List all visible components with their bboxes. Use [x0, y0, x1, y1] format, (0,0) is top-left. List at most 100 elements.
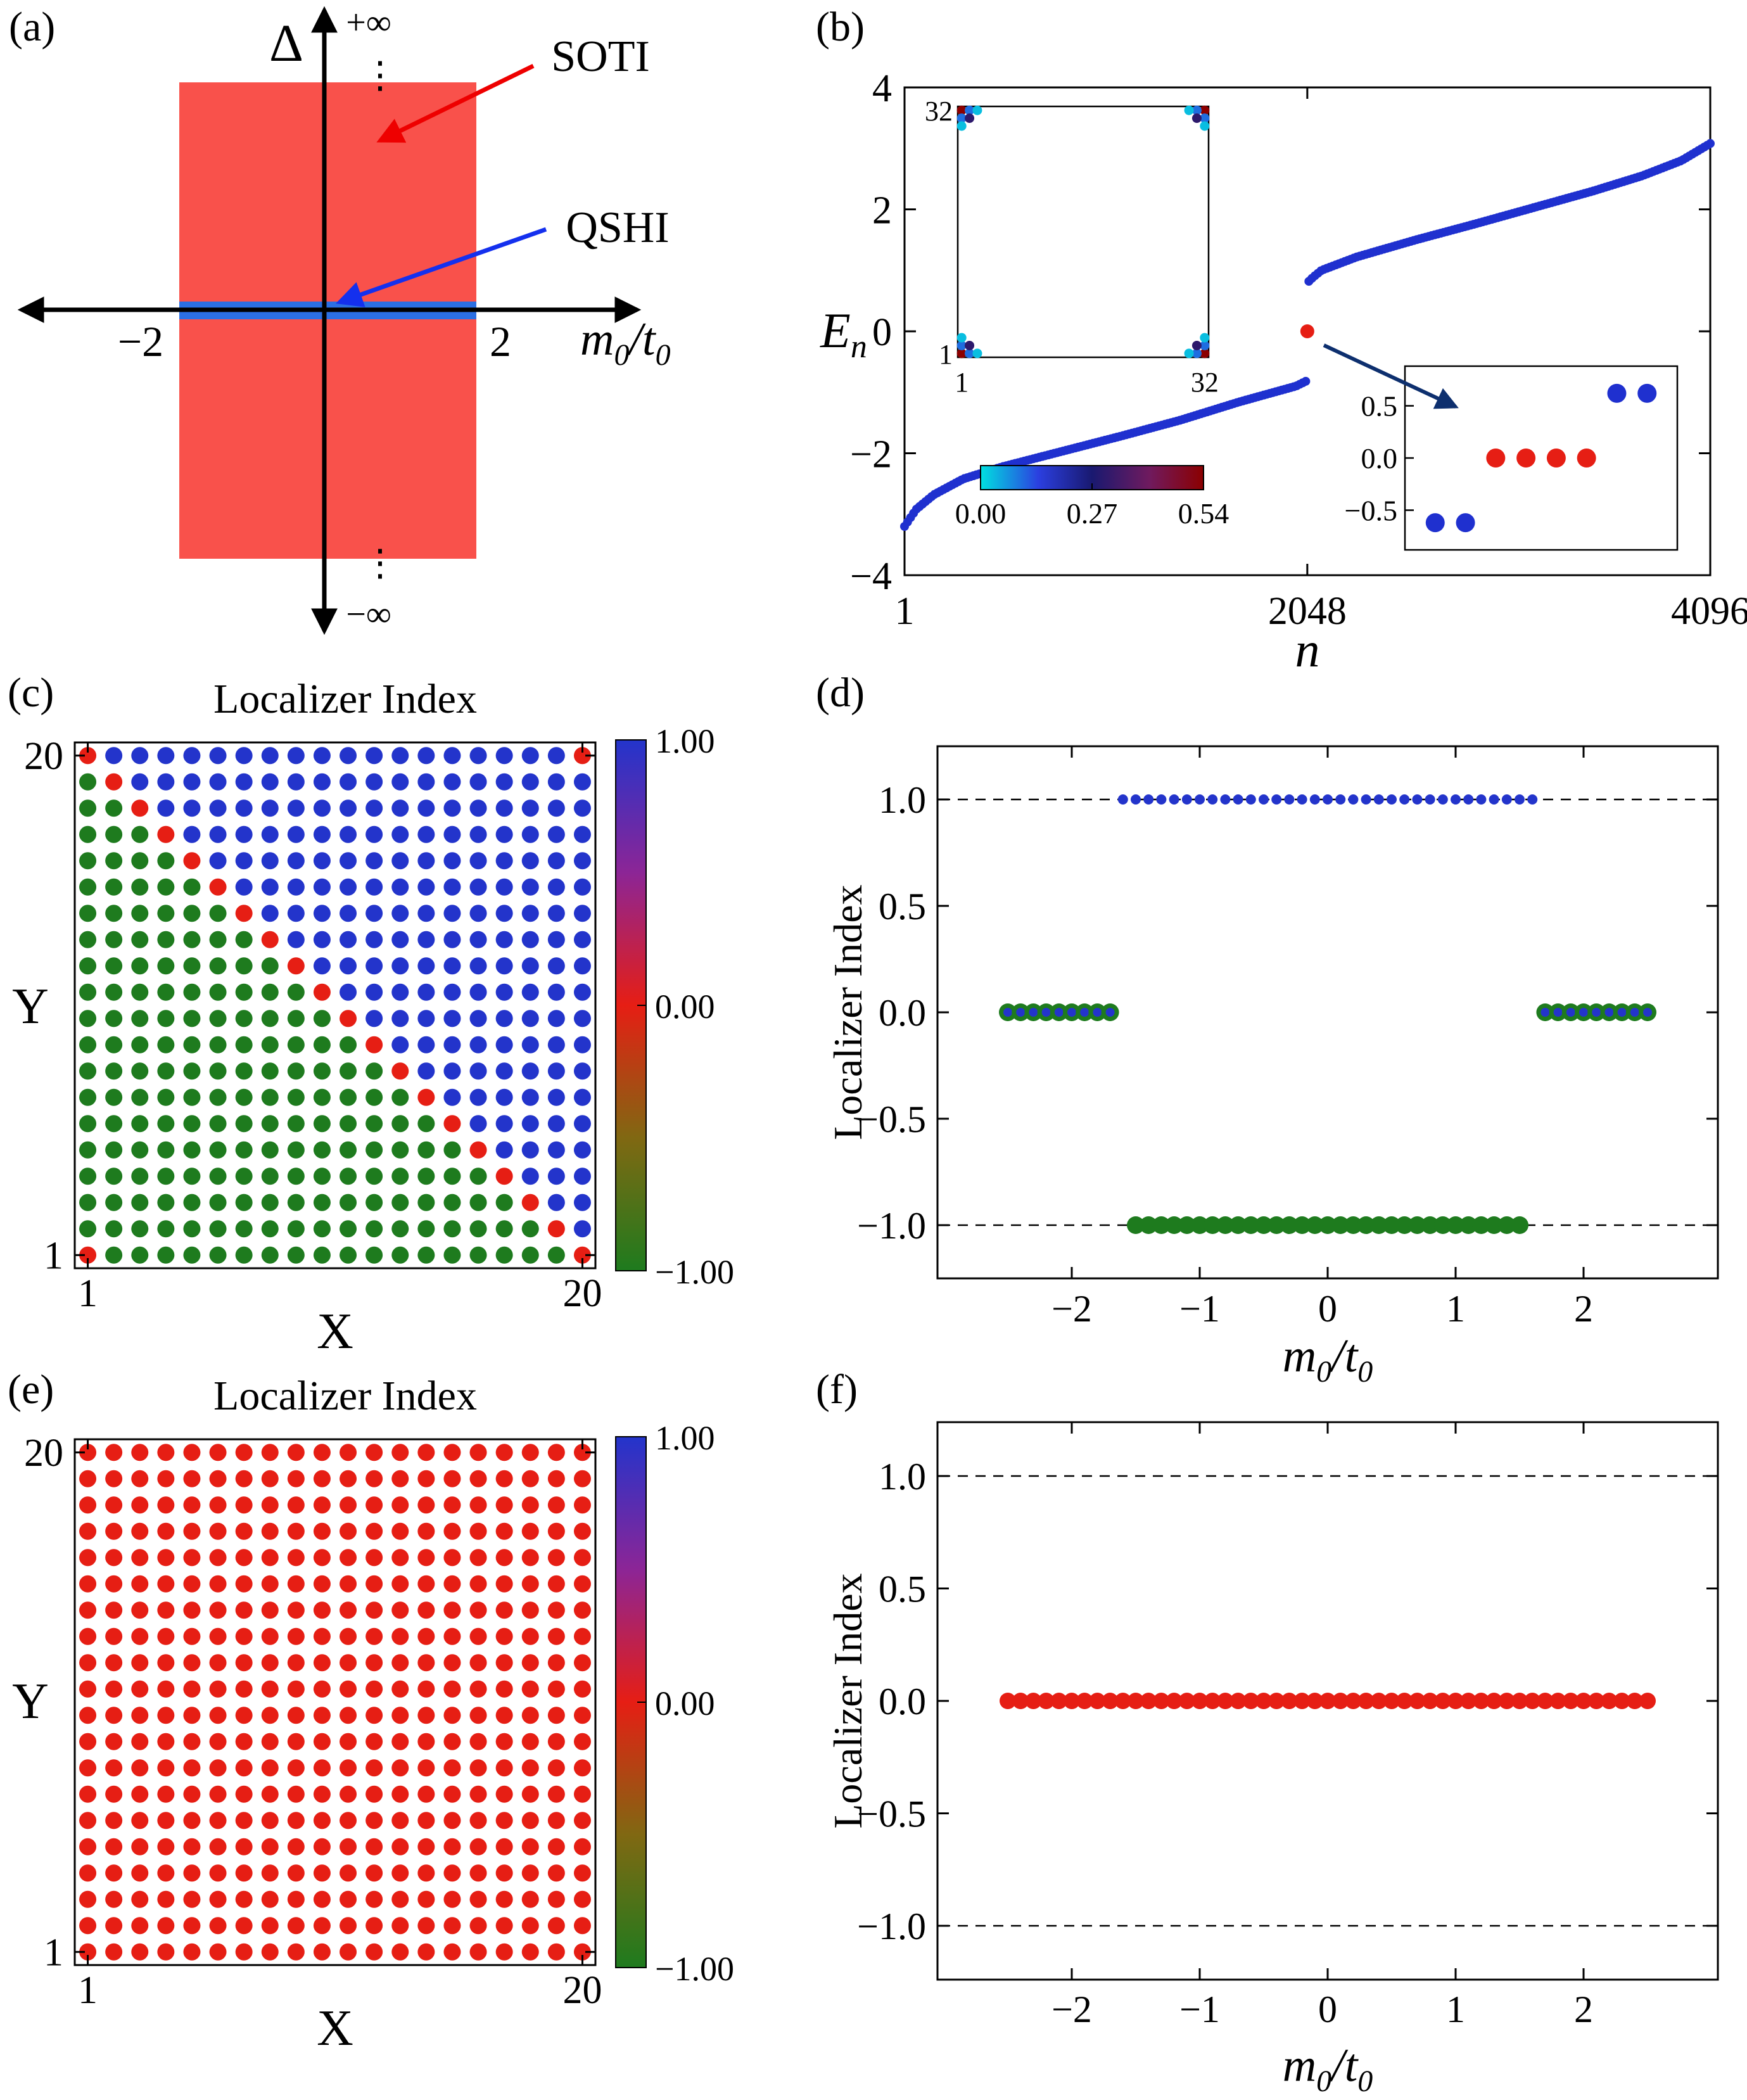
localizer-grid-e-dot: [209, 1943, 227, 1961]
lattice-corner-site: [1200, 348, 1210, 359]
localizer-grid-c-dot: [469, 1115, 487, 1133]
localizer-grid-c-dot: [183, 1193, 201, 1211]
localizer-grid-c-dot: [209, 957, 227, 975]
localizer-grid-e-dot: [157, 1864, 175, 1882]
localizer-grid-c-dot: [495, 1036, 513, 1053]
localizer-grid-e-dot: [131, 1601, 149, 1619]
localizer-grid-e-dot: [183, 1470, 201, 1487]
localizer-grid-e-dot: [79, 1785, 97, 1803]
a-xaxis-label-m0t0: m0/t0: [580, 314, 671, 372]
localizer-grid-e-dot: [547, 1864, 565, 1882]
localizer-index-f-point: [1153, 1693, 1170, 1709]
localizer-index-d-point-inner: [1029, 1008, 1038, 1017]
localizer-grid-e-dot: [79, 1812, 97, 1830]
localizer-grid-e-dot: [340, 1733, 357, 1750]
localizer-grid-c-dot: [417, 1062, 435, 1080]
localizer-grid-e-dot: [313, 1733, 331, 1750]
localizer-grid-c-dot: [183, 773, 201, 791]
localizer-grid-e-dot: [157, 1812, 175, 1830]
localizer-grid-e-dot: [157, 1890, 175, 1908]
localizer-grid-c-dot: [313, 1036, 331, 1053]
plus-infinity-label: +∞: [346, 3, 391, 42]
localizer-grid-e-dot: [157, 1785, 175, 1803]
localizer-grid-e-dot: [313, 1522, 331, 1540]
localizer-grid-e-dot: [547, 1707, 565, 1724]
localizer-grid-c-xtick-label: 1: [78, 1272, 98, 1315]
localizer-index-f-ytick-label: 1.0: [879, 1456, 926, 1498]
localizer-grid-e-dot: [157, 1838, 175, 1855]
localizer-grid-c-dot: [365, 931, 383, 948]
localizer-grid-e-dot: [131, 1575, 149, 1593]
localizer-grid-e-dot: [443, 1470, 461, 1487]
localizer-grid-e-dot: [79, 1864, 97, 1882]
lattice-corner-site: [956, 113, 967, 124]
localizer-index-f-xtick-label: 2: [1574, 1989, 1593, 2030]
localizer-grid-c-dot: [235, 1220, 253, 1238]
localizer-index-f-point: [1166, 1693, 1183, 1709]
localizer-grid-c-dot: [340, 773, 357, 791]
localizer-grid-c-dot: [79, 905, 97, 922]
localizer-grid-e-dot: [469, 1575, 487, 1593]
localizer-index-f-point: [1012, 1693, 1029, 1709]
localizer-grid-e-dot: [157, 1654, 175, 1672]
localizer-index-d-point: [1165, 1216, 1183, 1234]
localizer-grid-c-dot: [365, 1193, 383, 1211]
localizer-grid-e-dot: [209, 1575, 227, 1593]
localizer-grid-e-dot: [287, 1601, 305, 1619]
b-inset-lattice: 32 11 32 0.00 0.27 0.54: [925, 96, 1229, 530]
localizer-grid-e-dot: [547, 1444, 565, 1461]
localizer-index-d-point: [1425, 794, 1435, 805]
d-xaxis-label-m0t0: m0/t0: [1283, 1330, 1373, 1389]
localizer-grid-c-dot: [469, 825, 487, 843]
localizer-grid-e-dot: [287, 1707, 305, 1724]
localizer-grid-e-dot: [443, 1444, 461, 1461]
localizer-grid-e-dot: [469, 1470, 487, 1487]
localizer-index-d-xtick-label: −1: [1179, 1288, 1220, 1330]
localizer-grid-c-dot: [521, 1193, 539, 1211]
zoom-arrow: [1323, 343, 1459, 409]
localizer-index-d-point: [1127, 1216, 1145, 1234]
localizer-grid-e-dot: [340, 1917, 357, 1935]
localizer-grid-e-dot: [261, 1470, 279, 1487]
localizer-grid-e-dot: [495, 1759, 513, 1777]
localizer-grid-e-dot: [105, 1838, 123, 1855]
localizer-grid-e-dot: [495, 1943, 513, 1961]
localizer-index-f-point: [1191, 1693, 1208, 1709]
localizer-grid-e-dot: [391, 1444, 409, 1461]
localizer-grid-e-dot: [235, 1680, 253, 1698]
localizer-grid-e-dot: [547, 1522, 565, 1540]
localizer-grid-e-dot: [495, 1733, 513, 1750]
localizer-grid-e-dot: [365, 1812, 383, 1830]
localizer-grid-e-dot: [183, 1680, 201, 1698]
lattice-corner-site: [1200, 113, 1210, 124]
localizer-grid-e-dot: [235, 1575, 253, 1593]
b-xaxis-label-n: n: [1295, 622, 1320, 677]
localizer-grid-e-dot: [157, 1601, 175, 1619]
localizer-grid-c-dot: [261, 1168, 279, 1185]
localizer-grid-c-dot: [313, 1115, 331, 1133]
localizer-index-f-point: [1204, 1693, 1221, 1709]
localizer-grid-c-dot: [157, 1220, 175, 1238]
localizer-grid-e-dot: [313, 1601, 331, 1619]
localizer-grid-e-dot: [313, 1575, 331, 1593]
localizer-grid-e-dot: [131, 1444, 149, 1461]
localizer-grid-c-dot: [417, 773, 435, 791]
localizer-index-d-point: [1527, 794, 1538, 805]
localizer-grid-c-dot: [573, 905, 591, 922]
lattice-xtick-label: 1: [955, 367, 969, 398]
localizer-grid-e-dot: [443, 1943, 461, 1961]
localizer-grid-c-dot: [287, 905, 305, 922]
localizer-grid-c-dot: [469, 1088, 487, 1106]
localizer-grid-c-dot: [547, 1141, 565, 1159]
localizer-grid-e-dot: [417, 1864, 435, 1882]
localizer-grid-c-dot: [417, 983, 435, 1001]
localizer-grid-e-dot: [287, 1890, 305, 1908]
localizer-grid-c-dot: [313, 931, 331, 948]
localizer-grid-c-dot: [313, 747, 331, 765]
localizer-grid-e-dot: [131, 1943, 149, 1961]
localizer-grid-c-dot: [521, 1036, 539, 1053]
localizer-grid-e-dot: [417, 1707, 435, 1724]
localizer-grid-e-dot: [340, 1707, 357, 1724]
c-title: Localizer Index: [213, 676, 477, 722]
